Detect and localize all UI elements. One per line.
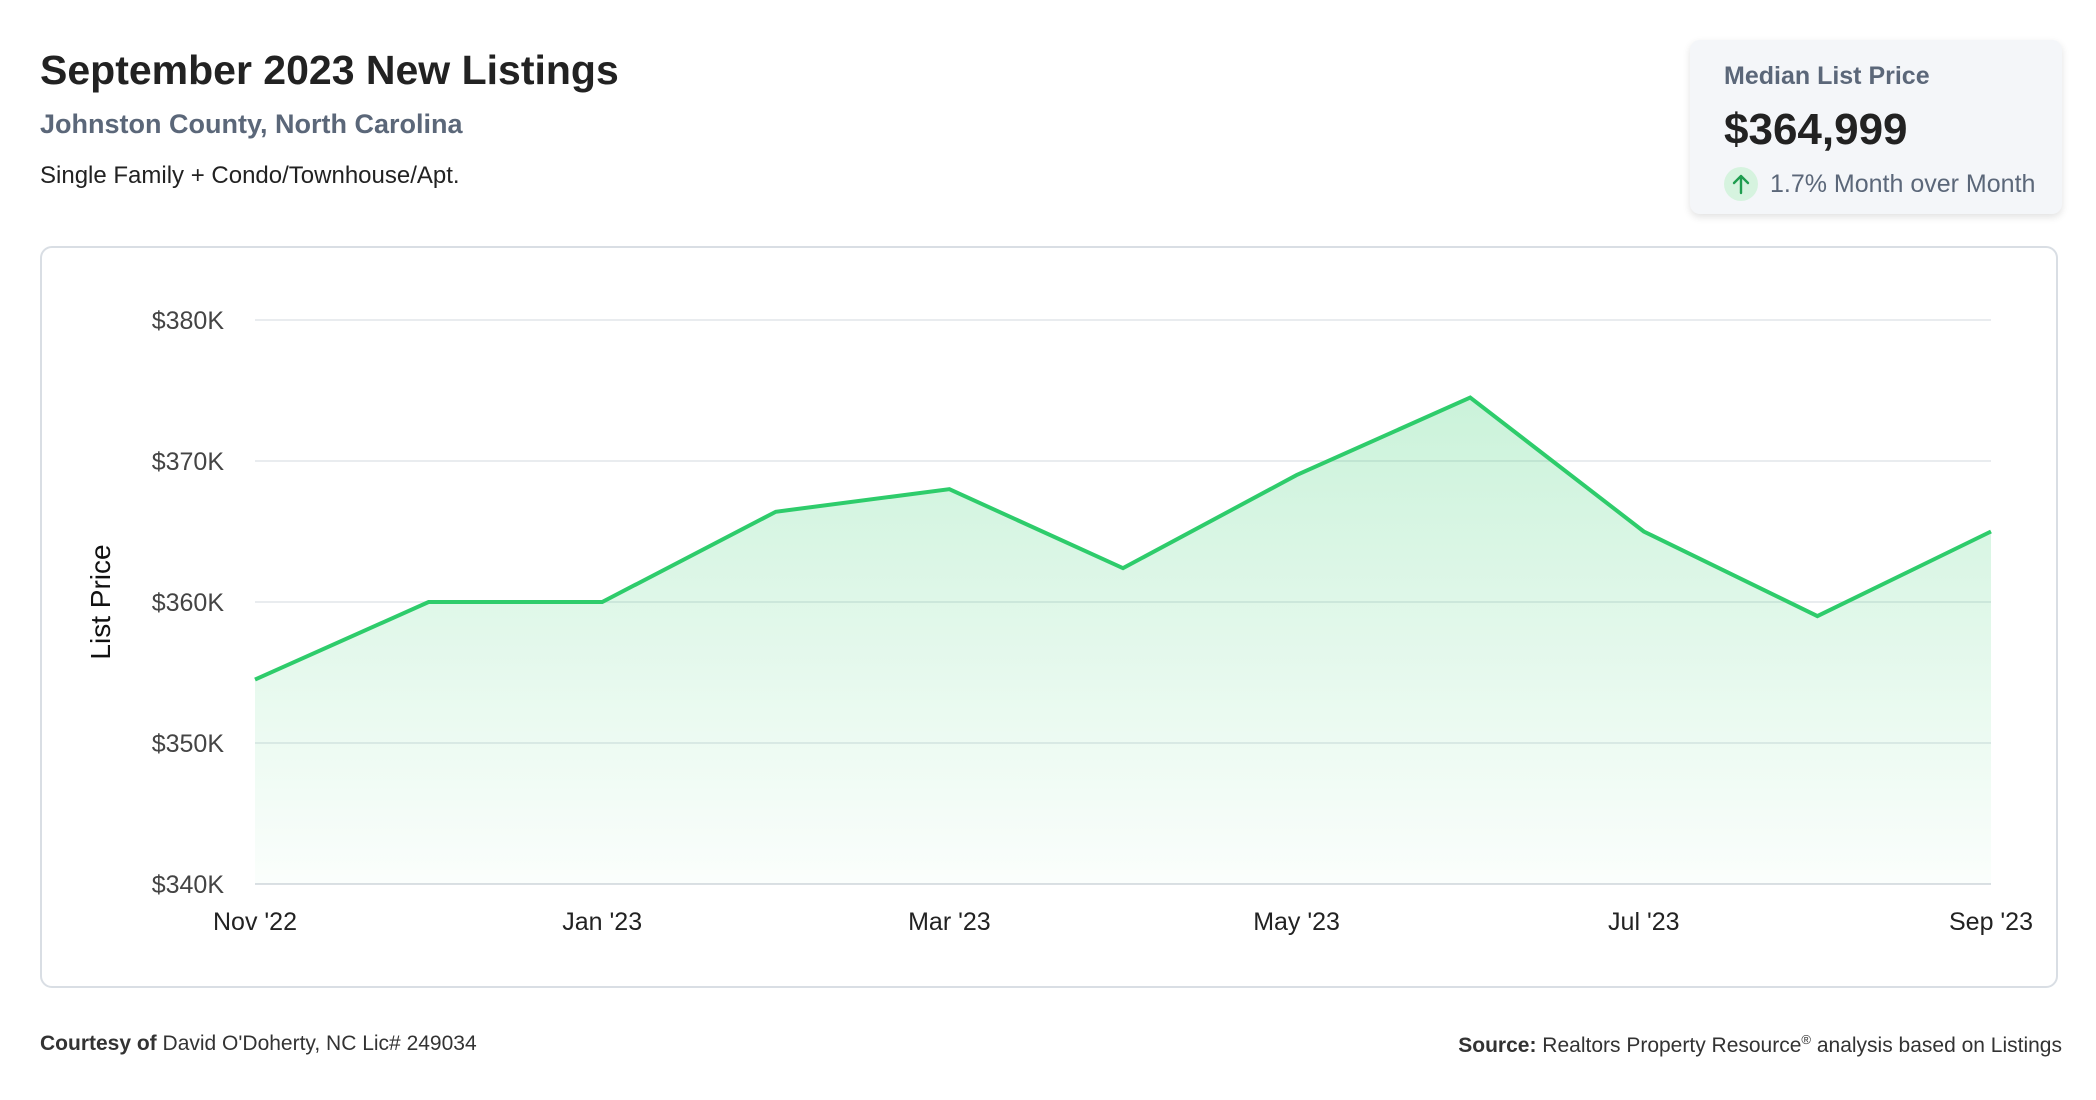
stat-change: 1.7% Month over Month: [1724, 167, 2062, 201]
y-tick-label: $380K: [152, 307, 225, 335]
courtesy-text: David O'Doherty, NC Lic# 249034: [162, 1032, 477, 1055]
source-footer: Source: Realtors Property Resource® anal…: [1458, 1032, 2062, 1058]
source-text-suffix: analysis based on Listings: [1811, 1034, 2062, 1057]
courtesy-label: Courtesy of: [40, 1032, 157, 1055]
y-tick-label: $360K: [152, 589, 225, 617]
y-tick-label: $350K: [152, 730, 225, 758]
y-tick-label: $340K: [152, 871, 225, 899]
source-label: Source:: [1458, 1034, 1537, 1057]
x-tick-label: Sep '23: [1949, 908, 2033, 936]
property-type-description: Single Family + Condo/Townhouse/Apt.: [40, 162, 460, 190]
registered-mark: ®: [1801, 1032, 1811, 1047]
stat-label: Median List Price: [1724, 62, 1930, 90]
arrow-up-icon: [1724, 167, 1758, 201]
stat-change-text: 1.7% Month over Month: [1770, 169, 2036, 198]
series-line: [254, 395, 1992, 682]
x-tick-label: Jan '23: [562, 908, 642, 936]
x-tick-label: Mar '23: [908, 908, 991, 936]
median-list-price-card: Median List Price $364,999 1.7% Month ov…: [1690, 40, 2062, 214]
line-area-chart: $340K $350K $360K $370K $380K Nov '22 Jan '23 M…: [85, 307, 2033, 936]
x-tick-label: Nov '22: [213, 908, 297, 936]
courtesy-footer: Courtesy of David O'Doherty, NC Lic# 249…: [40, 1032, 477, 1056]
location-subtitle: Johnston County, North Carolina: [40, 109, 463, 140]
source-text: Realtors Property Resource: [1542, 1034, 1802, 1057]
header: September 2023 New Listings Johnston Cou…: [40, 46, 619, 190]
page-title: September 2023 New Listings: [40, 47, 619, 93]
chart-container: $340K $350K $360K $370K $380K Nov '22 Jan '23 M…: [40, 246, 2058, 988]
x-tick-label: May '23: [1253, 908, 1340, 936]
y-tick-label: $370K: [152, 448, 225, 476]
stat-value: $364,999: [1724, 105, 1908, 154]
y-axis-label: List Price: [85, 544, 116, 659]
x-tick-label: Jul '23: [1608, 908, 1679, 936]
series-area: [255, 397, 1991, 884]
